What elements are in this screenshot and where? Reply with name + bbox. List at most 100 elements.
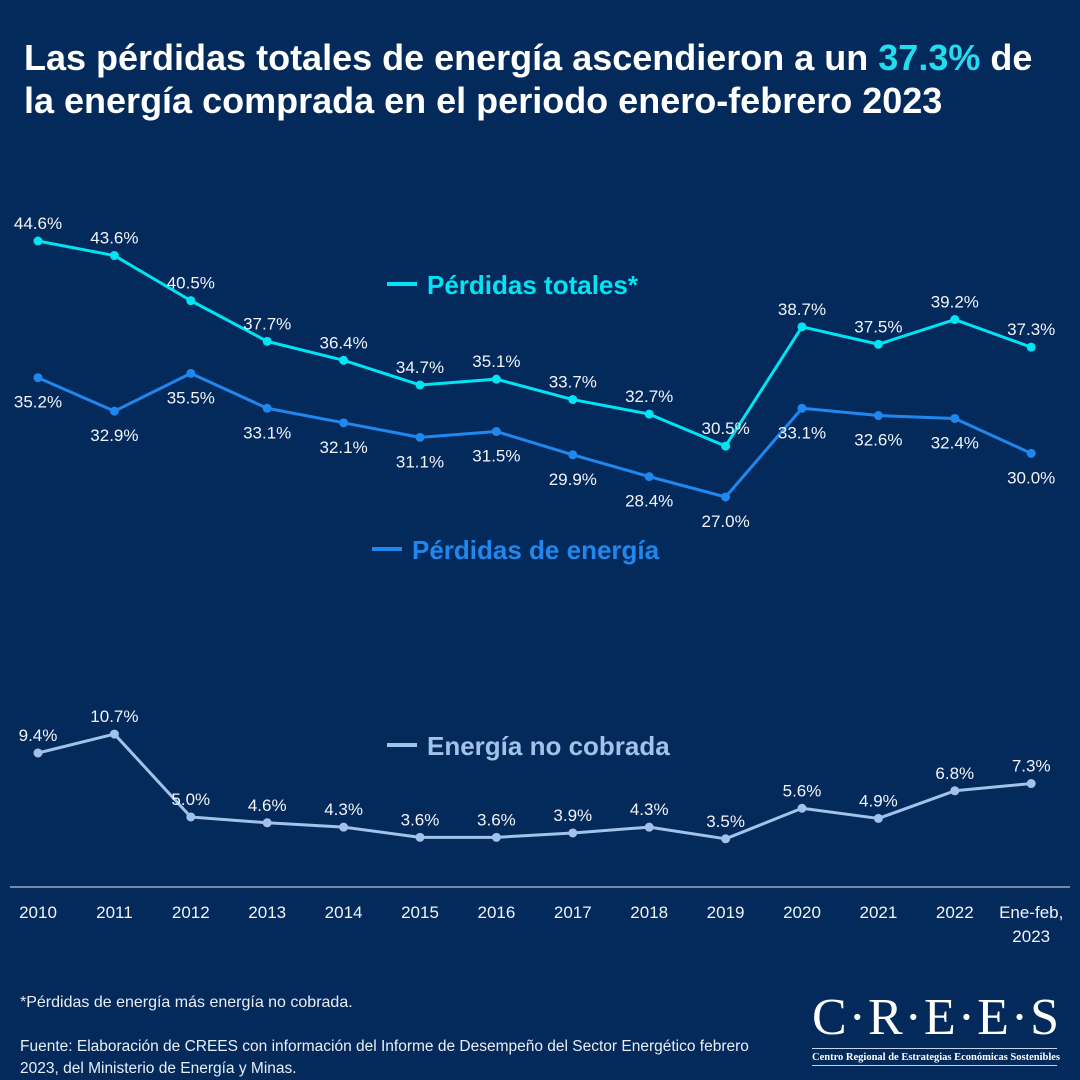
data-label: 32.6% bbox=[854, 431, 902, 450]
data-label: 37.3% bbox=[1007, 320, 1055, 339]
data-point bbox=[186, 812, 196, 822]
data-point bbox=[33, 373, 43, 383]
crees-logo: C·R·E·E·S Centro Regional de Estrategias… bbox=[812, 989, 1062, 1069]
data-point bbox=[797, 322, 807, 332]
data-point bbox=[873, 813, 883, 823]
series-line-1 bbox=[37, 371, 1032, 499]
data-point bbox=[568, 828, 578, 838]
data-label: 3.5% bbox=[706, 812, 745, 831]
data-point bbox=[262, 818, 272, 828]
data-point bbox=[568, 450, 578, 460]
legend-label: Energía no cobrada bbox=[427, 731, 670, 761]
data-point bbox=[339, 355, 349, 365]
x-tick-label: 2022 bbox=[936, 903, 974, 922]
data-point bbox=[109, 729, 119, 739]
data-point bbox=[33, 236, 43, 246]
data-label: 33.7% bbox=[549, 373, 597, 392]
data-point bbox=[415, 432, 425, 442]
data-label: 30.5% bbox=[701, 419, 749, 438]
data-point bbox=[950, 315, 960, 325]
data-label: 29.9% bbox=[549, 470, 597, 489]
data-point bbox=[186, 296, 196, 306]
x-tick-label: 2013 bbox=[248, 903, 286, 922]
data-label: 30.0% bbox=[1007, 468, 1055, 487]
data-label: 39.2% bbox=[931, 293, 979, 312]
x-tick-label: 2020 bbox=[783, 903, 821, 922]
data-point bbox=[491, 427, 501, 437]
x-tick-label: 2011 bbox=[96, 903, 133, 922]
data-label: 37.7% bbox=[243, 314, 291, 333]
title-text: Las pérdidas totales de energía ascendie… bbox=[24, 37, 879, 78]
data-label: 36.4% bbox=[319, 333, 367, 352]
data-label: 32.7% bbox=[625, 387, 673, 406]
x-tick-label: 2018 bbox=[630, 903, 668, 922]
data-point bbox=[950, 413, 960, 423]
data-point bbox=[339, 418, 349, 428]
data-label: 3.6% bbox=[401, 810, 440, 829]
series-line-2 bbox=[37, 732, 1032, 841]
data-point bbox=[568, 395, 578, 405]
data-label: 3.6% bbox=[477, 810, 516, 829]
data-point bbox=[1026, 779, 1036, 789]
data-point bbox=[644, 472, 654, 482]
data-label: 43.6% bbox=[90, 229, 138, 248]
data-label: 37.5% bbox=[854, 317, 902, 336]
data-label: 34.7% bbox=[396, 358, 444, 377]
line-chart: 2010 2011 2012 2013 2014 2015 2016 2017 2018 2019… bbox=[10, 214, 1070, 946]
x-tick-label: 2017 bbox=[554, 903, 592, 922]
data-label: 44.6% bbox=[14, 214, 62, 233]
data-point bbox=[721, 441, 731, 451]
data-point bbox=[33, 748, 43, 758]
data-point bbox=[721, 492, 731, 502]
x-tick-label: 2021 bbox=[859, 903, 897, 922]
data-label: 7.3% bbox=[1012, 757, 1051, 776]
data-label: 35.2% bbox=[14, 393, 62, 412]
x-tick-label: 2019 bbox=[707, 903, 745, 922]
data-label: 10.7% bbox=[90, 707, 138, 726]
x-tick-label: 2023 bbox=[1012, 927, 1050, 946]
data-label: 35.1% bbox=[472, 352, 520, 371]
data-point bbox=[1026, 342, 1036, 352]
legend-label: Pérdidas totales* bbox=[427, 270, 639, 300]
data-label: 35.5% bbox=[167, 388, 215, 407]
legend-label: Pérdidas de energía bbox=[412, 535, 660, 565]
data-label: 5.6% bbox=[783, 781, 822, 800]
data-point bbox=[491, 374, 501, 384]
logo-name: C·R·E·E·S bbox=[812, 989, 1062, 1046]
data-label: 4.3% bbox=[324, 800, 363, 819]
data-point bbox=[339, 822, 349, 832]
data-label: 4.6% bbox=[248, 796, 287, 815]
data-point bbox=[1026, 448, 1036, 458]
x-tick-label: 2010 bbox=[19, 903, 57, 922]
footnote: *Pérdidas de energía más energía no cobr… bbox=[20, 994, 353, 1011]
data-point bbox=[644, 409, 654, 419]
data-label: 4.3% bbox=[630, 800, 669, 819]
data-label: 5.0% bbox=[171, 790, 210, 809]
data-label: 28.4% bbox=[625, 492, 673, 511]
data-label: 27.0% bbox=[701, 512, 749, 531]
source-note: Fuente: Elaboración de CREES con informa… bbox=[20, 1038, 749, 1077]
data-label: 32.9% bbox=[90, 426, 138, 445]
data-label: 31.1% bbox=[396, 452, 444, 471]
data-label: 32.1% bbox=[319, 438, 367, 457]
data-point bbox=[491, 832, 501, 842]
data-label: 32.4% bbox=[931, 433, 979, 452]
data-point bbox=[262, 403, 272, 413]
x-tick-label: 2016 bbox=[477, 903, 515, 922]
data-point bbox=[109, 406, 119, 416]
data-point bbox=[109, 251, 119, 261]
title-text-2: de la energía comprada en el periodo ene… bbox=[24, 37, 1033, 121]
logo-subtitle: Centro Regional de Estrategias Económica… bbox=[812, 1052, 1061, 1063]
data-point bbox=[644, 822, 654, 832]
data-label: 40.5% bbox=[167, 274, 215, 293]
data-label: 33.1% bbox=[243, 423, 291, 442]
data-point bbox=[415, 832, 425, 842]
chart-title: Las pérdidas totales de energía ascendie… bbox=[24, 36, 1064, 122]
data-point bbox=[873, 411, 883, 421]
data-point bbox=[262, 336, 272, 346]
title-highlight: 37.3% bbox=[878, 37, 981, 78]
data-label: 4.9% bbox=[859, 791, 898, 810]
data-label: 6.8% bbox=[935, 764, 974, 783]
x-tick-label: 2014 bbox=[325, 903, 363, 922]
data-label: 9.4% bbox=[19, 726, 58, 745]
